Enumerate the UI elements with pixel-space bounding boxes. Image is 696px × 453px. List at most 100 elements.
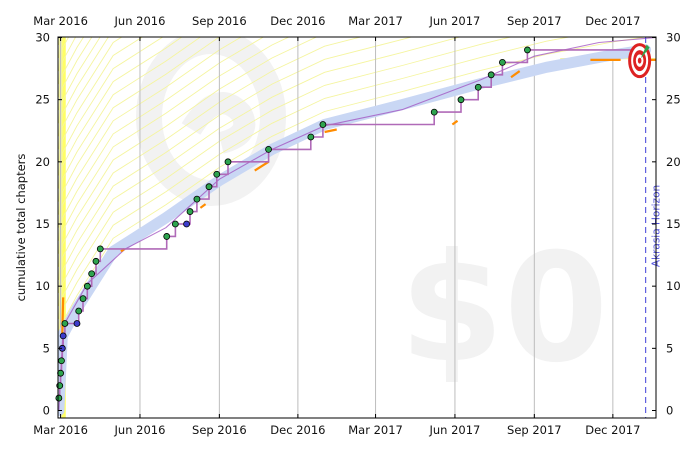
y-tick-label-left: 10 [35,279,50,293]
orange-segment [510,70,521,79]
y-axis-title: cumulative total chapters [14,154,28,302]
guideline-lane [58,37,265,294]
datapoint [55,394,63,402]
grid-layer [60,37,614,418]
guideline-lane [58,37,318,320]
dot-layer [55,46,531,402]
horizon-layer: Akrasia Horizon [645,37,663,418]
y-tick-label-right: 30 [666,31,681,45]
akrasia-horizon-label: Akrasia Horizon [651,185,663,267]
y-tick-label-right: 20 [666,155,681,169]
orange-segment [324,128,337,134]
x-tick-label-top: Sep 2017 [507,14,562,28]
y-tick-label-left: 0 [43,404,50,418]
x-tick-label-top: Sep 2016 [192,14,247,28]
guideline-layer [58,37,656,418]
datapoint [205,183,213,191]
orange-segment [451,119,459,126]
guideline-lane [58,37,123,202]
guideline-lane [58,37,93,163]
guideline-lane [58,37,164,228]
datapoint [79,295,87,303]
target-flag [640,44,650,59]
x-tick-label-top: Mar 2016 [33,14,88,28]
datapoint [183,220,190,228]
datapoint [457,96,465,104]
datapoint [96,245,104,253]
y-tick-label-left: 20 [35,155,50,169]
datapoint [224,158,232,166]
datapoint [499,58,506,66]
datapoint [75,307,83,315]
datapoint [307,133,315,141]
guideline-lane [58,37,144,215]
guideline-lane [58,37,363,333]
datapoint [58,357,65,365]
datapoint [524,46,531,54]
guideline-lane [58,37,202,254]
guideline-lane [58,37,413,346]
x-tick-label-top: Jun 2017 [428,14,480,28]
y-tick-label-right: 0 [666,404,673,418]
x-tick-label-bottom: Jun 2017 [428,423,480,437]
orange-segment [199,203,207,209]
y-tick-label-right: 15 [666,217,681,231]
datapoint [163,233,171,240]
x-tick-label-bottom: Jun 2016 [114,423,166,437]
x-tick-label-top: Mar 2017 [348,14,403,28]
datapoint [61,320,69,327]
orange-segment [254,160,270,172]
y-tick-label-left: 25 [35,93,50,107]
target-center [637,57,642,64]
datapoint [265,145,272,153]
y-tick-label-right: 10 [666,279,681,293]
guideline-lane [58,37,513,372]
datapoint [73,320,81,327]
datapoint [474,83,482,91]
x-tick-label-top: Dec 2016 [270,14,325,28]
x-tick-label-bottom: Sep 2016 [192,423,247,437]
datapoint [83,282,91,290]
datapoint [487,71,495,79]
datapoint [186,208,194,215]
datapoint [92,257,100,265]
guideline-lane [58,37,109,189]
guideline-lane [58,37,572,385]
x-tick-label-bottom: Mar 2017 [348,423,403,437]
guideline-lane [58,37,221,267]
datapoint [319,121,327,128]
datapoint [59,332,67,340]
bullseye-target-icon [628,43,652,79]
y-tick-label-left: 5 [43,341,50,355]
yellow-start-strip [61,37,66,418]
x-tick-label-bottom: Mar 2016 [33,423,88,437]
datapoint [193,195,201,203]
guideline-lane [58,37,183,241]
x-tick-label-bottom: Sep 2017 [507,423,562,437]
x-tick-label-bottom: Dec 2016 [270,423,325,437]
y-tick-label-right: 5 [666,341,673,355]
datapoint [171,220,179,228]
datapoint [88,270,96,278]
y-tick-label-left: 15 [35,217,50,231]
guideline-lane [58,37,243,281]
x-tick-label-top: Dec 2017 [585,14,640,28]
guideline-lane [58,37,290,307]
pledge-watermark: $0 [400,222,609,396]
x-tick-label-bottom: Dec 2017 [585,423,640,437]
datapoint [430,108,438,116]
guideline-lane [58,37,646,398]
y-tick-label-right: 25 [666,93,681,107]
plot-frame [57,36,657,419]
guideline-lane [58,37,101,176]
guideline-lane [58,37,85,150]
datapoint [213,170,221,178]
y-tick-label-left: 30 [35,31,50,45]
guideline-lane [58,37,462,359]
axis-layer: 0 0 5 5 10 10 15 15 20 20 25 25 30 30 Mar 2016 Mar 2016… [33,14,680,437]
x-tick-label-top: Jun 2016 [114,14,166,28]
orange-segment [61,297,65,334]
